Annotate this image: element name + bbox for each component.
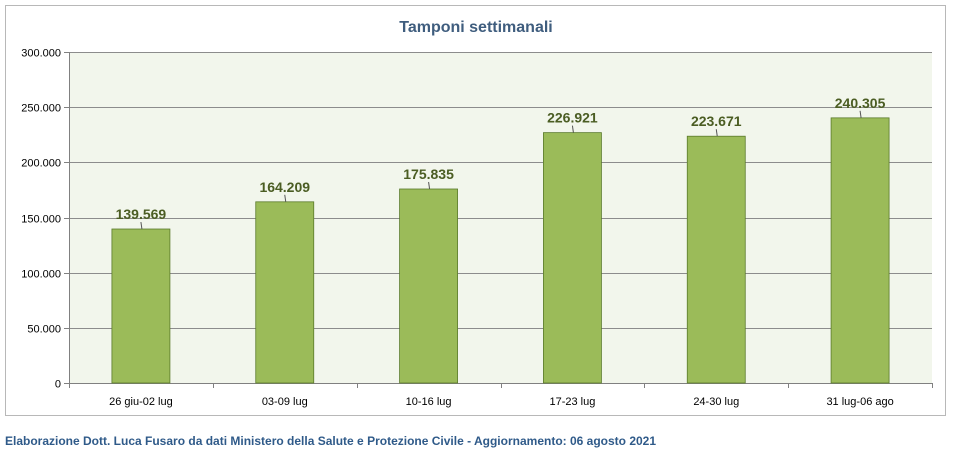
data-label-leader	[428, 181, 431, 190]
y-tick-label: 0	[55, 379, 61, 391]
chart-frame: Tamponi settimanali 0 50.000 100.000 150.00…	[5, 5, 946, 416]
x-tick-label: 17-23 lug	[549, 396, 595, 408]
x-tick-label: 10-16 lug	[406, 396, 452, 408]
data-label-leader	[140, 221, 143, 230]
data-label-leader	[571, 125, 574, 133]
bar-chart: Tamponi settimanali 0 50.000 100.000 150.00…	[21, 19, 933, 408]
x-tick-label: 31 lug-06 ago	[826, 396, 893, 408]
chart-title: Tamponi settimanali	[399, 19, 553, 36]
data-label-leader	[859, 110, 862, 118]
bar	[255, 201, 315, 384]
x-tick-label: 24-30 lug	[693, 396, 739, 408]
source-footer: Elaborazione Dott. Luca Fusaro da dati M…	[5, 434, 657, 448]
bar	[399, 188, 458, 384]
x-tick-label: 03-09 lug	[262, 396, 308, 408]
x-tick-label: 26 giu-02 lug	[109, 396, 173, 408]
bar	[543, 132, 602, 384]
data-label-leader	[284, 194, 287, 202]
data-label: 226.921	[547, 110, 598, 126]
plot-area	[69, 52, 932, 383]
y-tick-label: 100.000	[21, 269, 61, 281]
y-tick-label: 300.000	[21, 48, 61, 60]
y-tick-label: 200.000	[21, 158, 61, 170]
data-label: 223.671	[691, 113, 742, 129]
y-tick-label: 50.000	[27, 324, 61, 336]
data-label: 240.305	[835, 95, 886, 111]
data-label: 139.569	[116, 206, 167, 222]
bar	[686, 135, 746, 384]
data-label: 164.209	[259, 179, 310, 195]
bar	[111, 228, 171, 384]
data-label-leader	[715, 129, 718, 137]
y-tick-label: 250.000	[21, 103, 61, 115]
bar	[830, 117, 890, 384]
data-label: 175.835	[403, 166, 454, 182]
y-tick-label: 150.000	[21, 214, 61, 226]
